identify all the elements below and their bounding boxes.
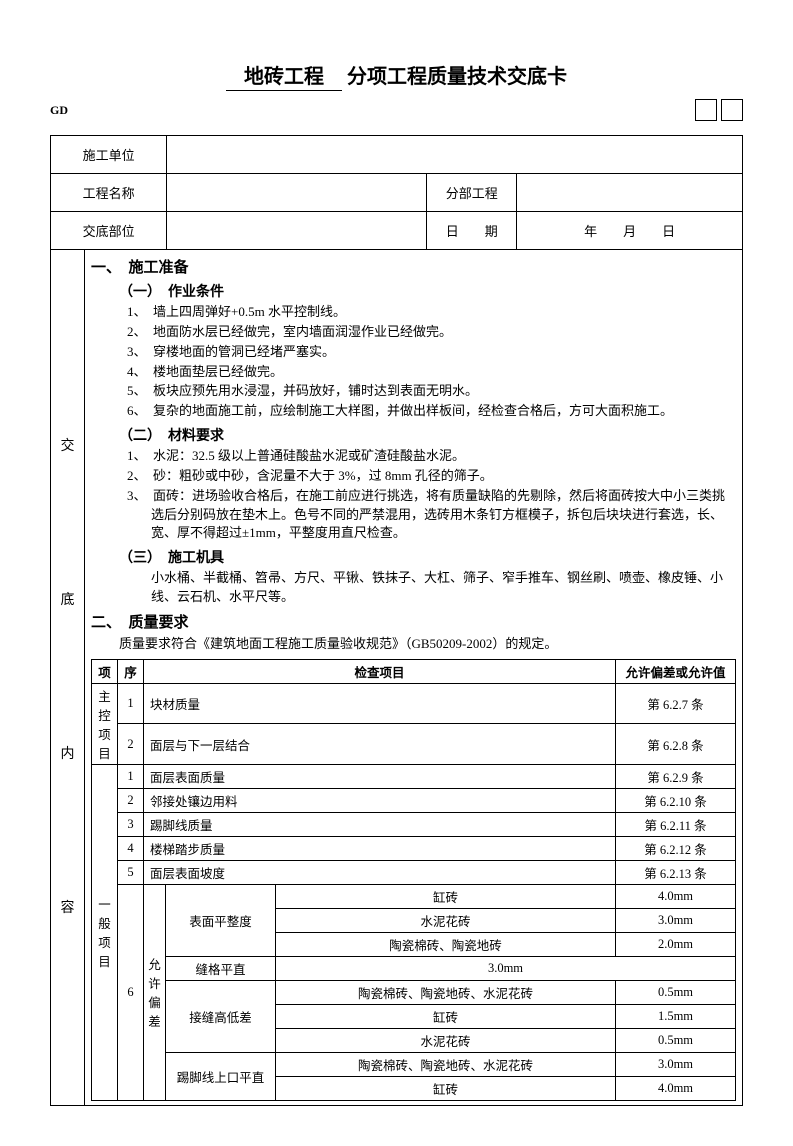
date-value: 年 月 日 xyxy=(517,212,743,250)
cell: 3.0mm xyxy=(276,956,736,980)
side-label: 交底内容 xyxy=(51,250,85,1106)
cell: 水泥花砖 xyxy=(276,1028,616,1052)
cell: 3.0mm xyxy=(616,1052,736,1076)
col-seq: 序 xyxy=(118,659,144,683)
main-label: 主控项目 xyxy=(92,683,118,764)
cell: 0.5mm xyxy=(616,980,736,1004)
cell: 4.0mm xyxy=(616,1076,736,1100)
cell: 4 xyxy=(118,836,144,860)
cell: 1 xyxy=(118,764,144,788)
cell: 2 xyxy=(118,724,144,765)
gd-boxes xyxy=(695,99,743,121)
list-item: 1、 墙上四周弹好+0.5m 水平控制线。 xyxy=(151,303,736,322)
cell: 2.0mm xyxy=(616,932,736,956)
cell: 第 6.2.13 条 xyxy=(616,860,736,884)
cell: 陶瓷棉砖、陶瓷地砖、水泥花砖 xyxy=(276,1052,616,1076)
list-item: 4、 楼地面垫层已经做完。 xyxy=(151,363,736,382)
sec2-title: 二、 质量要求 xyxy=(91,611,736,632)
cell: 邻接处镶边用料 xyxy=(144,788,616,812)
sec1-s3-text: 小水桶、半截桶、笤帚、方尺、平锹、铁抹子、大杠、筛子、窄手推车、钢丝刷、喷壶、橡… xyxy=(91,569,736,607)
cell: 面层表面坡度 xyxy=(144,860,616,884)
sec1-s3-title: （三） 施工机具 xyxy=(119,547,736,567)
cell: 3 xyxy=(118,812,144,836)
title-project: 地砖工程 xyxy=(226,66,342,91)
list-item: 2、 地面防水层已经做完，室内墙面润湿作业已经做完。 xyxy=(151,323,736,342)
name-label: 工程名称 xyxy=(51,174,167,212)
pos-label: 交底部位 xyxy=(51,212,167,250)
sec1-title: 一、 施工准备 xyxy=(91,256,736,277)
sec1-s1-title: （一） 作业条件 xyxy=(119,281,736,301)
pos-value xyxy=(167,212,427,250)
cell: 接缝高低差 xyxy=(166,980,276,1052)
gd-box-2 xyxy=(721,99,743,121)
gen-label: 一般项目 xyxy=(92,764,118,1100)
list-item: 2、 砂：粗砂或中砂，含泥量不大于 3%，过 8mm 孔径的筛子。 xyxy=(151,467,736,486)
cell: 5 xyxy=(118,860,144,884)
quality-table: 项 序 检查项目 允许偏差或允许值 主控项目 1 块材质量 第 6.2.7 条 … xyxy=(91,659,736,1101)
cell: 缸砖 xyxy=(276,1076,616,1100)
cell-seq6: 6 xyxy=(118,884,144,1100)
cell: 缸砖 xyxy=(276,884,616,908)
col-item: 项 xyxy=(92,659,118,683)
cell: 第 6.2.11 条 xyxy=(616,812,736,836)
cell: 表面平整度 xyxy=(166,884,276,956)
sec1-s1-list: 1、 墙上四周弹好+0.5m 水平控制线。 2、 地面防水层已经做完，室内墙面润… xyxy=(91,303,736,421)
cell: 第 6.2.9 条 xyxy=(616,764,736,788)
cell: 2 xyxy=(118,788,144,812)
cell: 块材质量 xyxy=(144,683,616,724)
page-title: 地砖工程 分项工程质量技术交底卡 xyxy=(50,60,743,89)
sec1-s2-title: （二） 材料要求 xyxy=(119,425,736,445)
sub-value xyxy=(517,174,743,212)
cell: 楼梯踏步质量 xyxy=(144,836,616,860)
sec2-reg: 质量要求符合《建筑地面工程施工质量验收规范》（GB50209-2002）的规定。 xyxy=(91,635,736,654)
tol-label: 允许偏差 xyxy=(144,884,166,1100)
cell: 面层表面质量 xyxy=(144,764,616,788)
unit-label: 施工单位 xyxy=(51,136,167,174)
gd-box-1 xyxy=(695,99,717,121)
content-cell: 一、 施工准备 （一） 作业条件 1、 墙上四周弹好+0.5m 水平控制线。 2… xyxy=(85,250,743,1106)
cell: 4.0mm xyxy=(616,884,736,908)
gd-row: GD xyxy=(50,99,743,121)
cell: 踢脚线质量 xyxy=(144,812,616,836)
list-item: 5、 板块应预先用水浸湿，并码放好，铺时达到表面无明水。 xyxy=(151,382,736,401)
unit-value xyxy=(167,136,743,174)
list-item: 6、 复杂的地面施工前，应绘制施工大样图，并做出样板间，经检查合格后，方可大面积… xyxy=(151,402,736,421)
col-tol: 允许偏差或允许值 xyxy=(616,659,736,683)
col-check: 检查项目 xyxy=(144,659,616,683)
cell: 3.0mm xyxy=(616,908,736,932)
cell: 缝格平直 xyxy=(166,956,276,980)
cell: 第 6.2.8 条 xyxy=(616,724,736,765)
list-item: 3、 穿楼地面的管洞已经堵严塞实。 xyxy=(151,343,736,362)
date-label: 日 期 xyxy=(427,212,517,250)
outer-table: 施工单位 工程名称 分部工程 交底部位 日 期 年 月 日 交底内容 一、 施工… xyxy=(50,135,743,1106)
sec1-s2-list: 1、 水泥：32.5 级以上普通硅酸盐水泥或矿渣硅酸盐水泥。 2、 砂：粗砂或中… xyxy=(91,447,736,543)
cell: 陶瓷棉砖、陶瓷地砖、水泥花砖 xyxy=(276,980,616,1004)
gd-label: GD xyxy=(50,103,68,118)
cell: 水泥花砖 xyxy=(276,908,616,932)
cell: 第 6.2.7 条 xyxy=(616,683,736,724)
title-suffix: 分项工程质量技术交底卡 xyxy=(347,66,567,88)
cell: 1.5mm xyxy=(616,1004,736,1028)
list-item: 3、 面砖：进场验收合格后，在施工前应进行挑选，将有质量缺陷的先剔除，然后将面砖… xyxy=(151,487,736,544)
list-item: 1、 水泥：32.5 级以上普通硅酸盐水泥或矿渣硅酸盐水泥。 xyxy=(151,447,736,466)
cell: 1 xyxy=(118,683,144,724)
sub-label: 分部工程 xyxy=(427,174,517,212)
cell: 踢脚线上口平直 xyxy=(166,1052,276,1100)
cell: 第 6.2.12 条 xyxy=(616,836,736,860)
name-value xyxy=(167,174,427,212)
cell: 缸砖 xyxy=(276,1004,616,1028)
cell: 第 6.2.10 条 xyxy=(616,788,736,812)
cell: 陶瓷棉砖、陶瓷地砖 xyxy=(276,932,616,956)
cell: 0.5mm xyxy=(616,1028,736,1052)
cell: 面层与下一层结合 xyxy=(144,724,616,765)
